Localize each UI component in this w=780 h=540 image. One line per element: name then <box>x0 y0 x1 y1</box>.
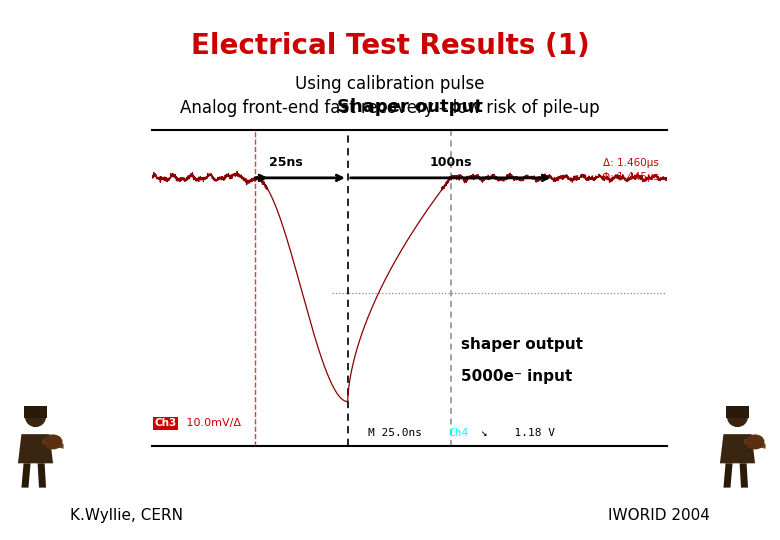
Polygon shape <box>744 439 766 449</box>
Text: IWORID 2004: IWORID 2004 <box>608 508 710 523</box>
Text: 5000e⁻ input: 5000e⁻ input <box>461 368 573 383</box>
Text: Ch3: Ch3 <box>154 418 177 428</box>
Polygon shape <box>724 463 732 488</box>
FancyBboxPatch shape <box>24 406 47 417</box>
Polygon shape <box>720 434 755 463</box>
Polygon shape <box>42 439 63 449</box>
Ellipse shape <box>44 435 62 449</box>
Polygon shape <box>18 434 53 463</box>
Text: Δ: 1.460μs
Φ: 1.445μs: Δ: 1.460μs Φ: 1.445μs <box>602 158 659 182</box>
FancyBboxPatch shape <box>726 406 749 417</box>
Polygon shape <box>37 463 46 488</box>
Text: Using calibration pulse: Using calibration pulse <box>296 75 484 93</box>
Text: 10.0mV/Δ: 10.0mV/Δ <box>183 418 241 428</box>
Text: Analog front-end fast recovery – low risk of pile-up: Analog front-end fast recovery – low ris… <box>180 99 600 117</box>
Text: Ch4: Ch4 <box>448 428 468 438</box>
Text: 100ns: 100ns <box>430 156 472 169</box>
Ellipse shape <box>746 435 764 449</box>
Polygon shape <box>21 463 30 488</box>
Text: Electrical Test Results (1): Electrical Test Results (1) <box>190 32 590 60</box>
Text: K.Wyllie, CERN: K.Wyllie, CERN <box>70 508 183 523</box>
Text: 25ns: 25ns <box>269 156 303 169</box>
Ellipse shape <box>728 407 747 427</box>
Polygon shape <box>739 463 748 488</box>
Text: M 25.0ns: M 25.0ns <box>368 428 436 438</box>
Text: ↘    1.18 V: ↘ 1.18 V <box>474 428 555 438</box>
Text: Shaper output: Shaper output <box>336 98 483 116</box>
Text: shaper output: shaper output <box>461 337 583 352</box>
Ellipse shape <box>26 407 45 427</box>
